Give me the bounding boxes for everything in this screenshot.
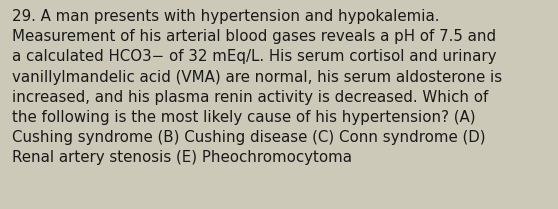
Text: 29. A man presents with hypertension and hypokalemia.
Measurement of his arteria: 29. A man presents with hypertension and…: [12, 9, 502, 165]
